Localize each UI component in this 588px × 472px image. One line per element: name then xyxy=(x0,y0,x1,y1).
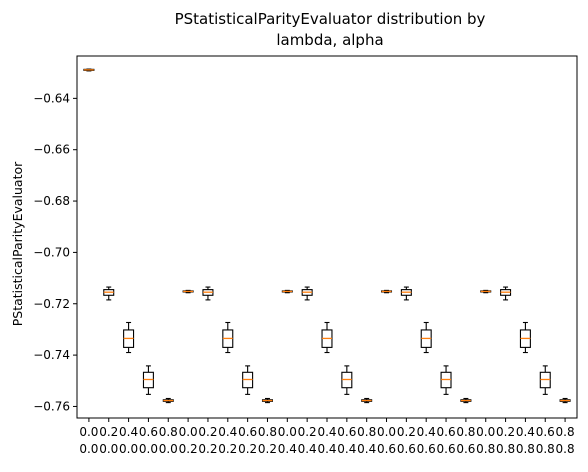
x-tick-label-alpha: 0.8 xyxy=(516,442,535,456)
y-tick-label: −0.74 xyxy=(33,348,70,362)
x-tick-label-lambda: 0.0 xyxy=(278,425,297,439)
axes-frame xyxy=(76,55,578,419)
x-tick-label-lambda: 0.2 xyxy=(496,425,515,439)
y-tick-label: −0.76 xyxy=(33,399,70,413)
chart-title-line-2: lambda, alpha xyxy=(276,31,383,49)
x-tick-label-alpha: 0.0 xyxy=(119,442,138,456)
x-tick-label-alpha: 0.8 xyxy=(556,442,575,456)
plot-area: −0.76−0.74−0.72−0.70−0.68−0.66−0.640.00.… xyxy=(33,55,578,456)
x-tick-label-alpha: 0.2 xyxy=(218,442,237,456)
x-tick-label-lambda: 0.4 xyxy=(417,425,436,439)
y-tick-label: −0.64 xyxy=(33,91,70,105)
x-tick-label-lambda: 0.6 xyxy=(536,425,555,439)
x-tick-label-lambda: 0.2 xyxy=(298,425,317,439)
x-tick-label-lambda: 0.6 xyxy=(238,425,257,439)
x-tick-label-alpha: 0.4 xyxy=(298,442,317,456)
x-tick-label-alpha: 0.4 xyxy=(337,442,356,456)
x-tick-label-alpha: 0.6 xyxy=(417,442,436,456)
x-tick-label-lambda: 0.2 xyxy=(99,425,118,439)
x-tick-label-lambda: 0.8 xyxy=(556,425,575,439)
x-tick-label-alpha: 0.4 xyxy=(357,442,376,456)
x-tick-label-alpha: 0.0 xyxy=(139,442,158,456)
x-tick-label-alpha: 0.6 xyxy=(377,442,396,456)
chart-title-line-1: PStatisticalParityEvaluator distribution… xyxy=(175,10,486,28)
x-tick-label-lambda: 0.6 xyxy=(337,425,356,439)
x-tick-label-alpha: 0.2 xyxy=(258,442,277,456)
x-tick-label-lambda: 0.4 xyxy=(317,425,336,439)
x-tick-label-lambda: 0.4 xyxy=(218,425,237,439)
x-tick-label-alpha: 0.6 xyxy=(456,442,475,456)
y-tick-label: −0.70 xyxy=(33,245,70,259)
x-tick-label-lambda: 0.4 xyxy=(119,425,138,439)
x-tick-label-alpha: 0.6 xyxy=(397,442,416,456)
x-tick-label-alpha: 0.2 xyxy=(198,442,217,456)
x-tick-label-lambda: 0.0 xyxy=(377,425,396,439)
x-tick-label-alpha: 0.0 xyxy=(79,442,98,456)
x-tick-label-alpha: 0.8 xyxy=(496,442,515,456)
x-tick-label-lambda: 0.8 xyxy=(258,425,277,439)
x-tick-label-lambda: 0.6 xyxy=(437,425,456,439)
x-tick-label-lambda: 0.6 xyxy=(139,425,158,439)
x-tick-label-alpha: 0.6 xyxy=(437,442,456,456)
x-tick-label-lambda: 0.4 xyxy=(516,425,535,439)
x-tick-label-lambda: 0.0 xyxy=(179,425,198,439)
x-tick-label-lambda: 0.2 xyxy=(397,425,416,439)
y-tick-label: −0.72 xyxy=(33,297,70,311)
x-tick-label-alpha: 0.2 xyxy=(238,442,257,456)
x-tick-label-alpha: 0.2 xyxy=(179,442,198,456)
y-tick-label: −0.68 xyxy=(33,194,70,208)
x-tick-label-alpha: 0.8 xyxy=(476,442,495,456)
x-tick-label-lambda: 0.8 xyxy=(159,425,178,439)
x-tick-label-alpha: 0.0 xyxy=(99,442,118,456)
x-tick-label-alpha: 0.4 xyxy=(278,442,297,456)
x-tick-label-lambda: 0.8 xyxy=(357,425,376,439)
x-tick-label-alpha: 0.8 xyxy=(536,442,555,456)
y-tick-label: −0.66 xyxy=(33,143,70,157)
x-tick-label-lambda: 0.0 xyxy=(476,425,495,439)
x-tick-label-lambda: 0.2 xyxy=(198,425,217,439)
x-tick-label-alpha: 0.4 xyxy=(317,442,336,456)
x-tick-label-alpha: 0.0 xyxy=(159,442,178,456)
x-tick-label-lambda: 0.0 xyxy=(79,425,98,439)
y-axis-label: PStatisticalParityEvaluator xyxy=(10,161,25,326)
x-tick-label-lambda: 0.8 xyxy=(456,425,475,439)
